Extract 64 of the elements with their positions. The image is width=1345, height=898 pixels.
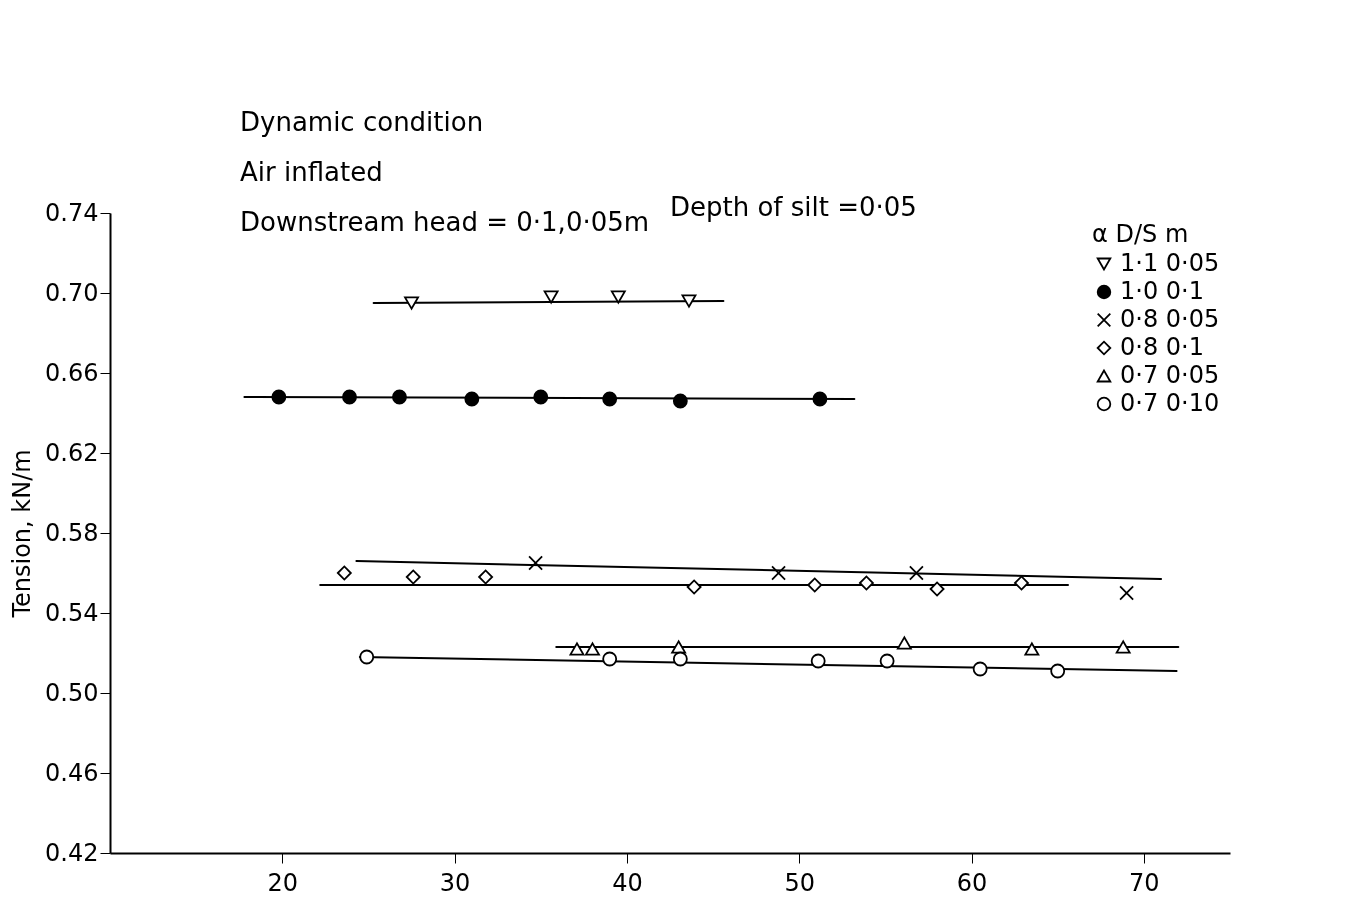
- text: Air inflated: [240, 157, 383, 187]
- text: Dynamic condition: [240, 107, 484, 137]
- point: [812, 391, 828, 407]
- legend-label: 1·0 0·1: [1120, 277, 1204, 305]
- y-tick-label: 0.74: [45, 198, 99, 227]
- y-tick-label: 0.54: [45, 598, 99, 627]
- annotation: Downstream head = 0·1,0·05m: [240, 207, 650, 237]
- legend-label: 0·8 0·05: [1120, 305, 1220, 333]
- point: [771, 565, 786, 581]
- annotation: Depth of silt =0·05: [670, 192, 917, 222]
- point: [807, 577, 823, 593]
- point: [929, 581, 945, 597]
- point: [972, 661, 988, 677]
- point: [1024, 642, 1040, 656]
- x-tick-label: 40: [612, 868, 643, 897]
- point: [671, 640, 687, 654]
- point: [585, 642, 600, 656]
- legend-label: 1·1 0·05: [1120, 249, 1220, 277]
- point: [271, 389, 287, 405]
- x-tick-label: 30: [439, 868, 471, 897]
- legend-label: 0·7 0·10: [1120, 389, 1220, 417]
- point: [405, 569, 421, 585]
- point: [1119, 585, 1135, 601]
- point: [672, 393, 688, 409]
- point: [1115, 640, 1131, 654]
- point: [686, 579, 702, 595]
- y-tick-label: 0.42: [45, 838, 99, 867]
- x-tick-label: 70: [1129, 868, 1160, 897]
- point: [810, 653, 826, 669]
- point: [672, 651, 688, 667]
- legend-label: 0·7 0·05: [1120, 361, 1220, 389]
- legend-title: α D/S m: [1092, 220, 1189, 248]
- point: [1014, 575, 1029, 591]
- point: [602, 651, 618, 667]
- point: [602, 391, 618, 407]
- y-tick-label: 0.70: [45, 278, 99, 307]
- point: [392, 389, 407, 405]
- legend-label: 0·8 0·1: [1120, 333, 1204, 361]
- point: [464, 391, 480, 407]
- point: [896, 636, 912, 650]
- point: [336, 565, 352, 581]
- y-tick-label: 0.50: [45, 678, 99, 707]
- point: [404, 296, 419, 310]
- y-tick-label: 0.46: [45, 758, 99, 787]
- y-tick-label: 0.66: [45, 358, 99, 387]
- point: [359, 649, 375, 665]
- point: [908, 565, 924, 581]
- y-axis-title: Tension, kN/m: [8, 449, 37, 619]
- x-tick-label: 20: [267, 868, 299, 897]
- point: [528, 555, 544, 571]
- x-tick-label: 50: [784, 868, 815, 897]
- point: [543, 290, 559, 304]
- point: [610, 290, 626, 304]
- x-tick-label: 60: [956, 868, 988, 897]
- point: [879, 653, 895, 669]
- point: [1050, 663, 1066, 679]
- point: [681, 294, 697, 308]
- point: [342, 389, 357, 405]
- y-tick-label: 0.62: [45, 438, 99, 467]
- point: [478, 569, 494, 585]
- point: [859, 575, 874, 591]
- point: [569, 642, 585, 656]
- point: [533, 389, 549, 405]
- y-tick-label: 0.58: [45, 518, 99, 547]
